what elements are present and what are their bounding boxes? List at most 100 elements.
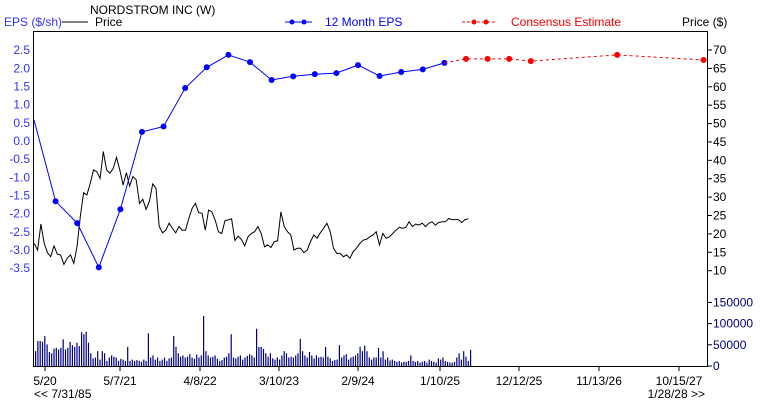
volume-bar	[256, 328, 258, 366]
volume-bar	[94, 357, 96, 366]
eps-point	[117, 206, 124, 213]
eps-point	[182, 84, 189, 91]
eps-point	[203, 64, 210, 71]
volume-bar	[51, 353, 53, 366]
legend-price-label: Price	[95, 15, 123, 29]
left-axis-tick-label: 1.5	[13, 80, 30, 94]
volume-bar	[375, 357, 377, 366]
volume-bar	[214, 355, 216, 366]
volume-bar	[184, 357, 186, 366]
x-axis-tick-label: 5/20	[33, 374, 57, 388]
volume-bar	[64, 349, 67, 366]
volume-bar	[127, 346, 129, 366]
volume-bar	[354, 355, 357, 366]
volume-bar	[329, 358, 331, 366]
volume-bar	[209, 357, 212, 366]
volume-bar	[90, 353, 92, 366]
volume-bar	[465, 356, 467, 366]
volume-bar	[41, 341, 44, 366]
volume-bar	[366, 351, 368, 366]
eps-point	[268, 76, 275, 83]
right-axis-tick-label: 60	[713, 80, 727, 94]
volume-bar	[345, 354, 347, 366]
volume-bar	[396, 361, 398, 366]
volume-bar	[407, 360, 410, 366]
volume-bar	[279, 359, 281, 366]
volume-bar	[325, 346, 327, 366]
volume-bar	[55, 347, 57, 366]
volume-bar	[87, 342, 90, 366]
volume-bar	[302, 351, 304, 366]
left-axis-tick-label: -1.5	[9, 188, 30, 202]
volume-bar	[60, 347, 62, 366]
volume-bar	[442, 357, 444, 366]
volume-bar	[39, 341, 41, 366]
volume-bar	[58, 349, 60, 366]
volume-bar	[69, 341, 71, 366]
consensus-estimate-line	[444, 54, 704, 64]
eps-point	[139, 128, 145, 135]
volume-bar	[348, 359, 350, 366]
volume-bar	[145, 360, 147, 366]
volume-bar	[186, 356, 189, 366]
volume-bar	[283, 351, 285, 366]
volume-bar	[453, 361, 456, 366]
volume-bar	[336, 359, 338, 366]
volume-bar	[440, 359, 442, 366]
volume-bar	[391, 359, 393, 366]
volume-bar	[182, 355, 184, 366]
left-axis-tick-label: 0.5	[13, 116, 30, 130]
volume-bar	[168, 358, 170, 366]
right-axis-tick-label: 30	[713, 190, 727, 204]
volume-bar	[203, 316, 205, 366]
volume-bar	[180, 356, 182, 366]
volume-axis-tick-label: 50000	[713, 338, 747, 352]
volume-bar	[67, 347, 69, 366]
volume-bar	[152, 355, 154, 366]
volume-bar	[394, 360, 396, 366]
volume-bar	[306, 357, 308, 366]
volume-bar	[249, 354, 251, 366]
eps-point	[290, 73, 297, 80]
volume-bar	[175, 346, 177, 366]
volume-bar	[108, 357, 110, 366]
volume-bar	[467, 360, 469, 366]
left-axis-tick-label: -3.5	[9, 261, 30, 275]
volume-bar	[359, 346, 361, 366]
volume-bar	[414, 361, 416, 366]
left-axis-tick-label: -2.0	[9, 207, 30, 221]
volume-bar	[244, 357, 246, 366]
right-axis-tick-label: 35	[713, 172, 727, 186]
volume-bar	[191, 357, 193, 366]
volume-bar	[85, 331, 87, 366]
eps-point	[311, 71, 318, 78]
volume-bar	[258, 346, 260, 366]
volume-axis-tick-label: 100000	[713, 317, 753, 331]
volume-bar	[288, 357, 290, 366]
volume-bar	[129, 360, 131, 366]
volume-axis-tick-label: 0	[713, 359, 720, 373]
volume-bar	[421, 361, 423, 366]
volume-bar	[435, 362, 437, 366]
volume-bar	[177, 353, 179, 366]
volume-bar	[246, 355, 248, 366]
volume-bar	[313, 358, 315, 366]
right-axis-tick-label: 25	[713, 209, 727, 223]
eps-line	[33, 54, 445, 269]
volume-bar	[308, 352, 311, 366]
volume-bar	[253, 357, 255, 366]
volume-bar	[134, 360, 136, 366]
volume-bar	[458, 353, 460, 366]
volume-bar	[101, 351, 103, 366]
eps-point	[95, 264, 102, 271]
volume-bar	[318, 357, 320, 366]
volume-bar	[272, 358, 274, 366]
volume-bar	[104, 353, 106, 366]
volume-bar	[232, 357, 235, 366]
range-end-label[interactable]: 1/28/28 >>	[648, 387, 705, 400]
volume-bar	[163, 357, 166, 366]
volume-bar	[428, 359, 430, 366]
left-axis-tick-label: -1.0	[9, 170, 30, 184]
range-start-label[interactable]: << 7/31/85	[34, 387, 92, 400]
price-line	[33, 151, 469, 266]
